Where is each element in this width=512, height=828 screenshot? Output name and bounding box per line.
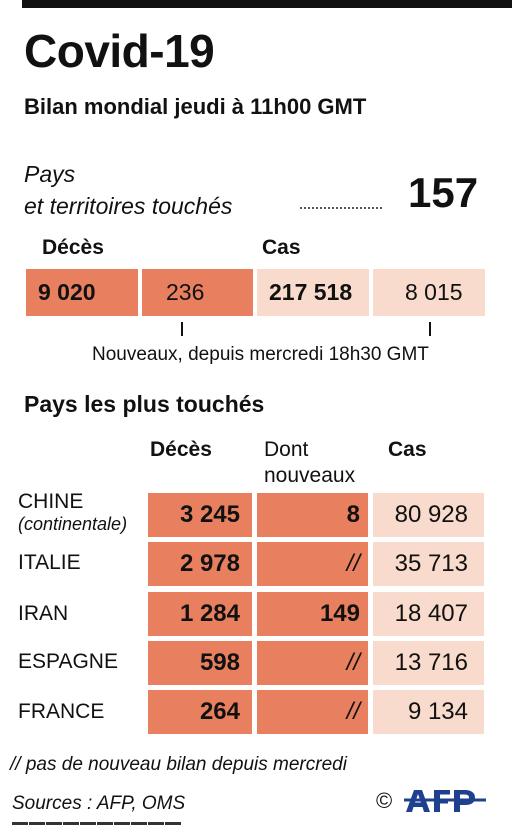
afp-logo-icon <box>404 790 486 812</box>
footnote: // pas de nouveau bilan depuis mercredi <box>10 754 347 775</box>
table-cell-new: // <box>257 690 368 734</box>
deces-new-value: 236 <box>166 279 205 305</box>
table-row-country: IRAN <box>18 602 68 626</box>
table-row-country: FRANCE <box>18 700 104 724</box>
cas-total: 217 518 <box>257 269 369 316</box>
table-cell-new: // <box>257 542 368 586</box>
deces-new-tick <box>181 322 183 336</box>
table-cell-new: 149 <box>257 592 368 636</box>
header-new-line1: Dont <box>264 438 309 461</box>
cas-total-value: 217 518 <box>269 279 353 305</box>
pays-count: 157 <box>408 169 479 216</box>
sources: Sources : AFP, OMS <box>12 793 186 814</box>
table-cell-cas: 80 928 <box>373 493 484 537</box>
deces-label: Décès <box>42 236 104 259</box>
new-note: Nouveaux, depuis mercredi 18h30 GMT <box>92 344 429 365</box>
table-row-country: ESPAGNE <box>18 650 118 674</box>
cas-new-value: 8 015 <box>405 279 463 305</box>
page-subtitle: Bilan mondial jeudi à 11h00 GMT <box>24 94 367 119</box>
cas-label: Cas <box>262 236 301 259</box>
table-row-country: CHINE (continentale) <box>18 490 127 534</box>
country-name: ITALIE <box>18 551 81 574</box>
table-cell-cas: 18 407 <box>373 592 484 636</box>
header-new-line2: nouveaux <box>264 464 356 487</box>
page-title: Covid-19 <box>24 25 215 77</box>
pays-label: Pays et territoires touchés <box>24 158 232 222</box>
cas-new: 8 015 <box>373 269 485 316</box>
section-title: Pays les plus touchés <box>24 391 265 417</box>
table-cell-cas: 35 713 <box>373 542 484 586</box>
table-cell-deces: 1 284 <box>148 592 252 636</box>
top-rule <box>22 0 512 8</box>
deces-total: 9 020 <box>26 269 138 316</box>
cutoff-credit-line: ▬▬▬▬▬▬▬▬▬▬ <box>12 822 482 828</box>
header-cas: Cas <box>388 438 427 461</box>
table-cell-deces: 264 <box>148 690 252 734</box>
deces-total-value: 9 020 <box>38 279 96 305</box>
table-cell-cas: 13 716 <box>373 641 484 685</box>
table-cell-cas: 9 134 <box>373 690 484 734</box>
country-name: FRANCE <box>18 700 105 723</box>
copyright-symbol: © <box>376 788 393 813</box>
deces-new: 236 <box>142 269 253 316</box>
table-cell-new: // <box>257 641 368 685</box>
cas-new-tick <box>429 322 431 336</box>
country-name: IRAN <box>18 602 69 625</box>
country-name: CHINE <box>18 490 84 513</box>
table-cell-new: 8 <box>257 493 368 537</box>
header-deces: Décès <box>150 438 212 461</box>
dotted-leader <box>300 207 382 209</box>
country-sub: (continentale) <box>18 514 128 534</box>
country-name: ESPAGNE <box>18 650 118 673</box>
pays-label-line1: Pays <box>24 161 76 187</box>
table-row-country: ITALIE <box>18 551 81 575</box>
header-new: Dont nouveaux <box>264 437 355 489</box>
table-cell-deces: 598 <box>148 641 252 685</box>
table-cell-deces: 3 245 <box>148 493 252 537</box>
pays-label-line2: et territoires touchés <box>24 193 233 219</box>
table-cell-deces: 2 978 <box>148 542 252 586</box>
